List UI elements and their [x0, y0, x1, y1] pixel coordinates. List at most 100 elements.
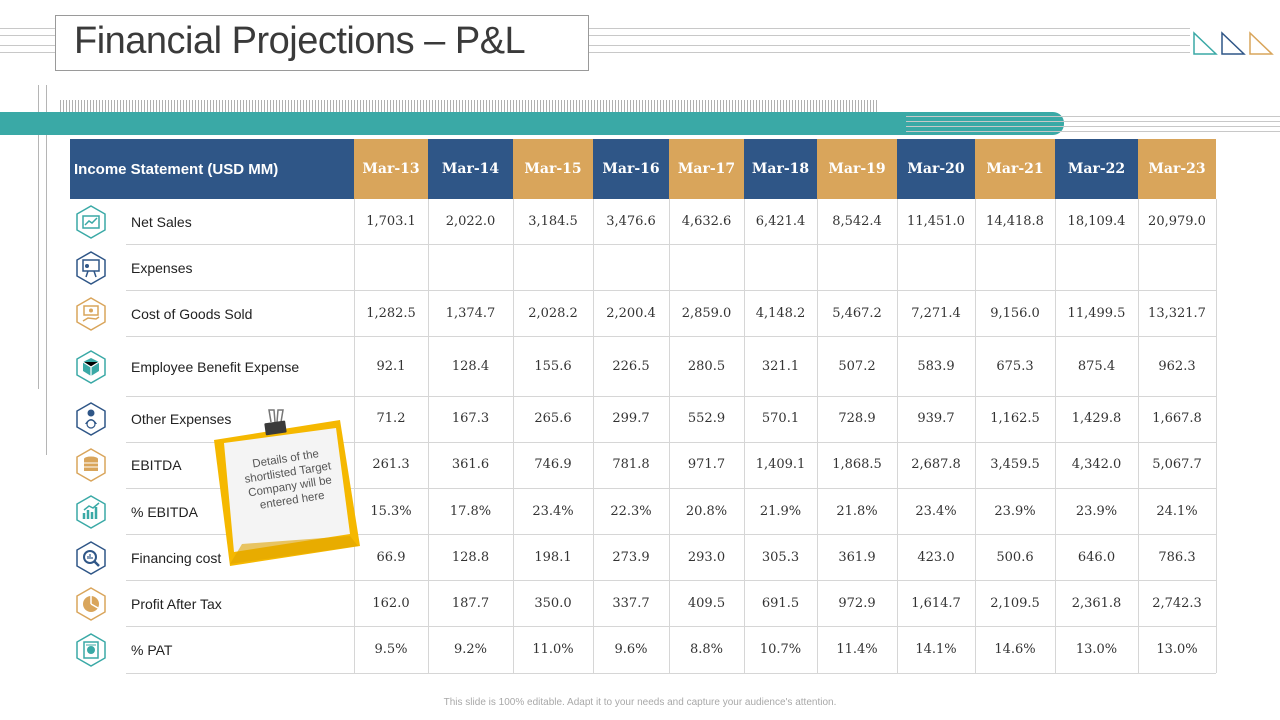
table-cell: 155.6 — [534, 359, 572, 374]
row-label: % EBITDA — [131, 504, 198, 520]
row-label: Employee Benefit Expense — [131, 359, 300, 375]
table-cell: 361.6 — [451, 457, 490, 472]
table-header-label: Income Statement (USD MM) — [70, 139, 354, 199]
table-cell: 875.4 — [1077, 359, 1116, 374]
table-cell: 3,459.5 — [990, 457, 1040, 472]
row-divider — [126, 442, 1216, 443]
table-cell: 423.0 — [917, 550, 955, 565]
column-header: Mar-20 — [897, 139, 975, 199]
table-cell: 273.9 — [612, 550, 650, 565]
row-divider — [126, 488, 1216, 489]
table-cell — [1055, 260, 1138, 276]
column-divider — [744, 199, 745, 673]
presentation-board-icon — [74, 251, 108, 285]
row-label: Expenses — [131, 260, 193, 276]
table-cell: 507.2 — [838, 359, 876, 374]
table-cell: 2,109.5 — [990, 596, 1040, 611]
column-header: Mar-21 — [975, 139, 1055, 199]
table-cell: 583.9 — [917, 359, 955, 374]
table-cell: 5,467.2 — [832, 306, 882, 321]
table-cell: 13.0% — [1075, 642, 1118, 657]
column-header: Mar-14 — [428, 139, 513, 199]
column-divider — [669, 199, 670, 673]
table-cell: 11.0% — [532, 642, 574, 657]
table-cell: 187.7 — [451, 596, 490, 611]
binder-clip-icon — [264, 409, 287, 436]
row-divider — [126, 396, 1216, 397]
table-cell — [817, 260, 897, 276]
table-cell: 962.3 — [1158, 359, 1196, 374]
table-cell: 675.3 — [996, 359, 1034, 374]
column-divider — [1055, 199, 1056, 673]
row-label: Cost of Goods Sold — [131, 306, 253, 322]
table-cell: 3,476.6 — [606, 214, 656, 229]
table-cell — [513, 260, 593, 276]
table-cell: 23.9% — [1075, 504, 1118, 519]
table-cell: 1,429.8 — [1071, 411, 1122, 426]
table-cell: 7,271.4 — [911, 306, 961, 321]
column-header: Mar-23 — [1138, 139, 1216, 199]
left-vertical-line — [38, 85, 39, 389]
table-cell: 786.3 — [1158, 550, 1196, 565]
table-cell: 9.6% — [614, 642, 648, 657]
table-cell: 972.9 — [838, 596, 876, 611]
table-cell: 1,703.1 — [366, 214, 416, 229]
table-cell: 24.1% — [1156, 504, 1198, 519]
column-header: Mar-18 — [744, 139, 817, 199]
table-cell: 1,162.5 — [990, 411, 1040, 426]
table-cell — [897, 260, 975, 276]
table-cell: 350.0 — [534, 596, 572, 611]
column-divider — [1138, 199, 1139, 673]
row-divider — [126, 534, 1216, 535]
row-divider — [126, 244, 1216, 245]
table-cell: 265.6 — [534, 411, 572, 426]
table-cell: 1,409.1 — [755, 457, 806, 472]
table-cell: 337.7 — [612, 596, 650, 611]
table-cell: 280.5 — [687, 359, 726, 374]
column-divider — [513, 199, 514, 673]
table-cell: 71.2 — [376, 411, 406, 426]
table-cell: 11,451.0 — [907, 214, 965, 229]
triangle-decoration-icon — [1193, 31, 1274, 55]
row-divider — [126, 673, 1216, 674]
table-cell: 23.9% — [994, 504, 1036, 519]
row-label: % PAT — [131, 642, 173, 658]
table-cell: 971.7 — [687, 457, 726, 472]
accent-bar — [0, 112, 1064, 135]
table-cell: 1,667.8 — [1152, 411, 1202, 426]
table-cell: 2,859.0 — [681, 306, 732, 321]
table-cell: 552.9 — [687, 411, 726, 426]
growth-chart-icon — [74, 495, 108, 529]
row-divider — [126, 580, 1216, 581]
table-cell — [593, 260, 669, 276]
coin-stack-icon — [74, 448, 108, 482]
money-hand-icon — [74, 297, 108, 331]
table-cell: 14.6% — [994, 642, 1036, 657]
table-cell: 14,418.8 — [986, 214, 1044, 229]
table-cell: 17.8% — [449, 504, 492, 519]
table-cell: 18,109.4 — [1067, 214, 1126, 229]
table-cell: 167.3 — [451, 411, 490, 426]
table-cell: 9,156.0 — [990, 306, 1040, 321]
table-cell — [354, 260, 428, 276]
table-cell: 1,282.5 — [366, 306, 416, 321]
table-cell: 361.9 — [838, 550, 876, 565]
pie-chart-icon — [74, 587, 108, 621]
table-cell: 22.3% — [610, 504, 652, 519]
title-box: Financial Projections – P&L — [55, 15, 589, 71]
table-cell: 9.5% — [374, 642, 408, 657]
column-header: Mar-19 — [817, 139, 897, 199]
table-cell: 13.0% — [1156, 642, 1198, 657]
cube-network-icon — [74, 350, 108, 384]
tick-decoration — [60, 100, 878, 112]
table-cell: 293.0 — [687, 550, 726, 565]
table-cell: 261.3 — [372, 457, 410, 472]
bar-decoration-lines — [906, 114, 1280, 132]
table-cell: 4,148.2 — [755, 306, 806, 321]
table-cell: 746.9 — [534, 457, 572, 472]
table-cell: 570.1 — [761, 411, 800, 426]
table-cell: 226.5 — [612, 359, 650, 374]
table-cell: 11.4% — [836, 642, 878, 657]
table-cell: 299.7 — [612, 411, 650, 426]
table-cell: 9.2% — [453, 642, 488, 657]
